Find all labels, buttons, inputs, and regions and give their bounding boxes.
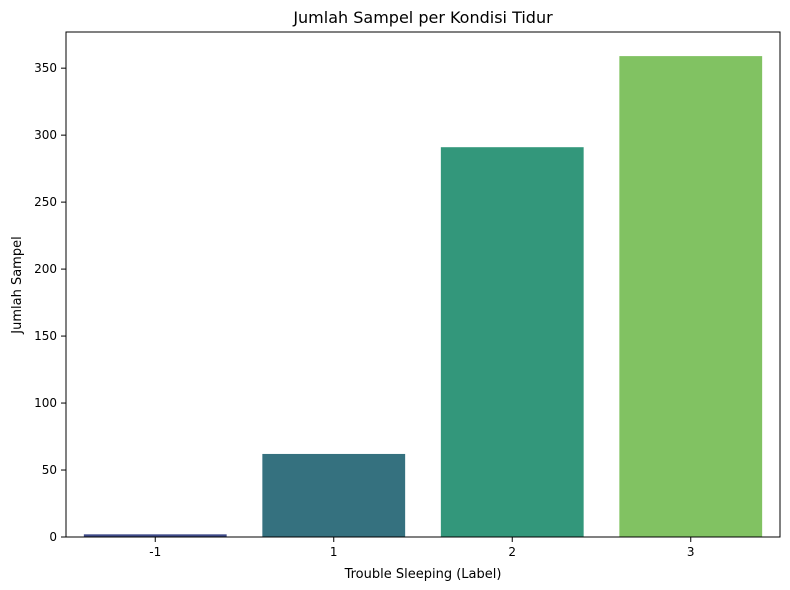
x-axis-label: Trouble Sleeping (Label) <box>344 567 502 582</box>
bars-group <box>83 56 763 538</box>
chart-title: Jumlah Sampel per Kondisi Tidur <box>292 8 553 27</box>
x-axis: -1 1 2 3 <box>149 537 695 559</box>
plot-frame <box>65 31 781 538</box>
y-tick-label-50: 50 <box>42 463 57 477</box>
y-tick-label-250: 250 <box>34 195 57 209</box>
y-tick-label-200: 200 <box>34 262 57 276</box>
x-tick-label-1: 1 <box>330 545 338 559</box>
y-axis-label: Jumlah Sampel <box>10 236 25 334</box>
bar-1 <box>262 453 406 537</box>
x-tick-label-2: 2 <box>508 545 516 559</box>
x-tick-label--1: -1 <box>149 545 161 559</box>
y-axis: 0 50 100 150 200 250 300 350 <box>34 61 66 544</box>
y-tick-label-300: 300 <box>34 128 57 142</box>
y-tick-label-150: 150 <box>34 329 57 343</box>
bar--1 <box>83 534 227 537</box>
bar-2 <box>440 147 584 537</box>
y-tick-label-350: 350 <box>34 61 57 75</box>
y-tick-label-100: 100 <box>34 396 57 410</box>
x-tick-label-3: 3 <box>687 545 695 559</box>
bar-3 <box>619 56 763 538</box>
y-tick-label-0: 0 <box>49 530 57 544</box>
